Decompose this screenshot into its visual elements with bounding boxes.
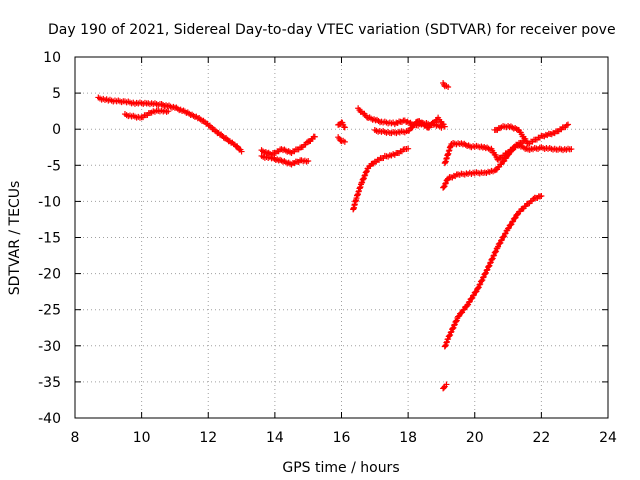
data-point <box>451 322 458 329</box>
data-point <box>476 281 483 288</box>
data-point <box>446 332 453 339</box>
y-tick-label: -15 <box>38 231 61 247</box>
data-point <box>405 145 412 152</box>
x-tick-label: 14 <box>266 430 284 446</box>
data-point <box>563 122 570 129</box>
data-point <box>361 172 368 179</box>
data-point <box>453 318 460 325</box>
axis-ticks: 8 10 12 14 16 18 20 22 24 10 5 0 -5 -10 -15 -20 -25 -30 -3… <box>38 50 617 446</box>
data-point <box>440 183 447 190</box>
data-point <box>311 133 318 140</box>
series-arc-2 <box>121 107 172 121</box>
series-arc-11 <box>441 139 575 167</box>
data-point <box>165 108 172 115</box>
data-point <box>464 302 471 309</box>
data-point <box>498 237 505 244</box>
data-point <box>480 274 487 281</box>
data-point <box>478 277 485 284</box>
data-point <box>394 119 401 126</box>
x-tick-label: 8 <box>71 430 80 446</box>
data-point <box>443 381 450 388</box>
data-point <box>492 248 499 255</box>
x-tick-label: 18 <box>399 430 417 446</box>
data-point <box>530 195 537 202</box>
x-tick-label: 24 <box>599 430 617 446</box>
data-point <box>500 233 507 240</box>
x-tick-label: 20 <box>466 430 484 446</box>
series-arc-4 <box>258 152 312 168</box>
data-point <box>489 256 496 263</box>
data-point <box>565 121 572 128</box>
data-point <box>514 211 521 218</box>
data-point <box>363 168 370 175</box>
data-points <box>95 80 575 392</box>
series-arc-12 <box>491 121 572 147</box>
data-point <box>449 325 456 332</box>
y-tick-label: -35 <box>38 375 61 391</box>
data-point <box>490 252 497 259</box>
data-point <box>238 148 245 155</box>
series-arc-15 <box>440 381 450 392</box>
series-arc-7 <box>350 145 412 213</box>
data-point <box>538 192 545 199</box>
y-tick-label: 0 <box>52 122 61 138</box>
data-point <box>358 180 365 186</box>
data-point <box>438 124 445 131</box>
y-tick-label: -20 <box>38 267 61 283</box>
y-tick-label: -5 <box>47 158 61 174</box>
y-tick-label: 10 <box>43 50 61 66</box>
data-point <box>475 285 482 292</box>
series-arc-9 <box>371 114 448 137</box>
data-point <box>501 230 508 237</box>
y-tick-label: -10 <box>38 194 61 210</box>
x-tick-label: 16 <box>333 430 351 446</box>
x-tick-label: 12 <box>199 430 217 446</box>
x-axis-label: GPS time / hours <box>282 460 399 476</box>
series-arc-6 <box>335 134 348 145</box>
data-point <box>341 124 348 131</box>
x-tick-label: 10 <box>133 430 151 446</box>
data-point <box>482 270 489 277</box>
series-arc-14 <box>440 80 452 90</box>
data-point <box>440 384 447 391</box>
series-arc-1 <box>95 94 245 155</box>
data-point <box>441 123 448 130</box>
y-tick-label: -40 <box>38 411 61 427</box>
series-arc-13 <box>441 192 545 350</box>
y-tick-label: -25 <box>38 303 61 319</box>
series-arc-3 <box>258 133 318 158</box>
data-point <box>447 329 454 336</box>
x-tick-label: 22 <box>532 430 550 446</box>
data-point <box>360 176 367 183</box>
data-point <box>487 260 494 267</box>
chart-title: Day 190 of 2021, Sidereal Day-to-day VTE… <box>48 22 616 38</box>
data-point <box>568 146 575 153</box>
y-axis-label: SDTVAR / TECUs <box>7 181 23 296</box>
data-point <box>544 132 551 139</box>
grid-lines <box>75 57 608 418</box>
data-point <box>485 263 492 270</box>
data-point <box>496 240 503 247</box>
data-point <box>341 138 348 145</box>
data-point <box>548 131 555 138</box>
y-tick-label: -30 <box>38 339 61 355</box>
data-point <box>445 83 452 90</box>
series-arc-5 <box>335 119 348 131</box>
data-point <box>483 267 490 274</box>
y-tick-label: 5 <box>52 86 61 102</box>
data-point <box>442 180 449 187</box>
data-point <box>305 157 312 164</box>
